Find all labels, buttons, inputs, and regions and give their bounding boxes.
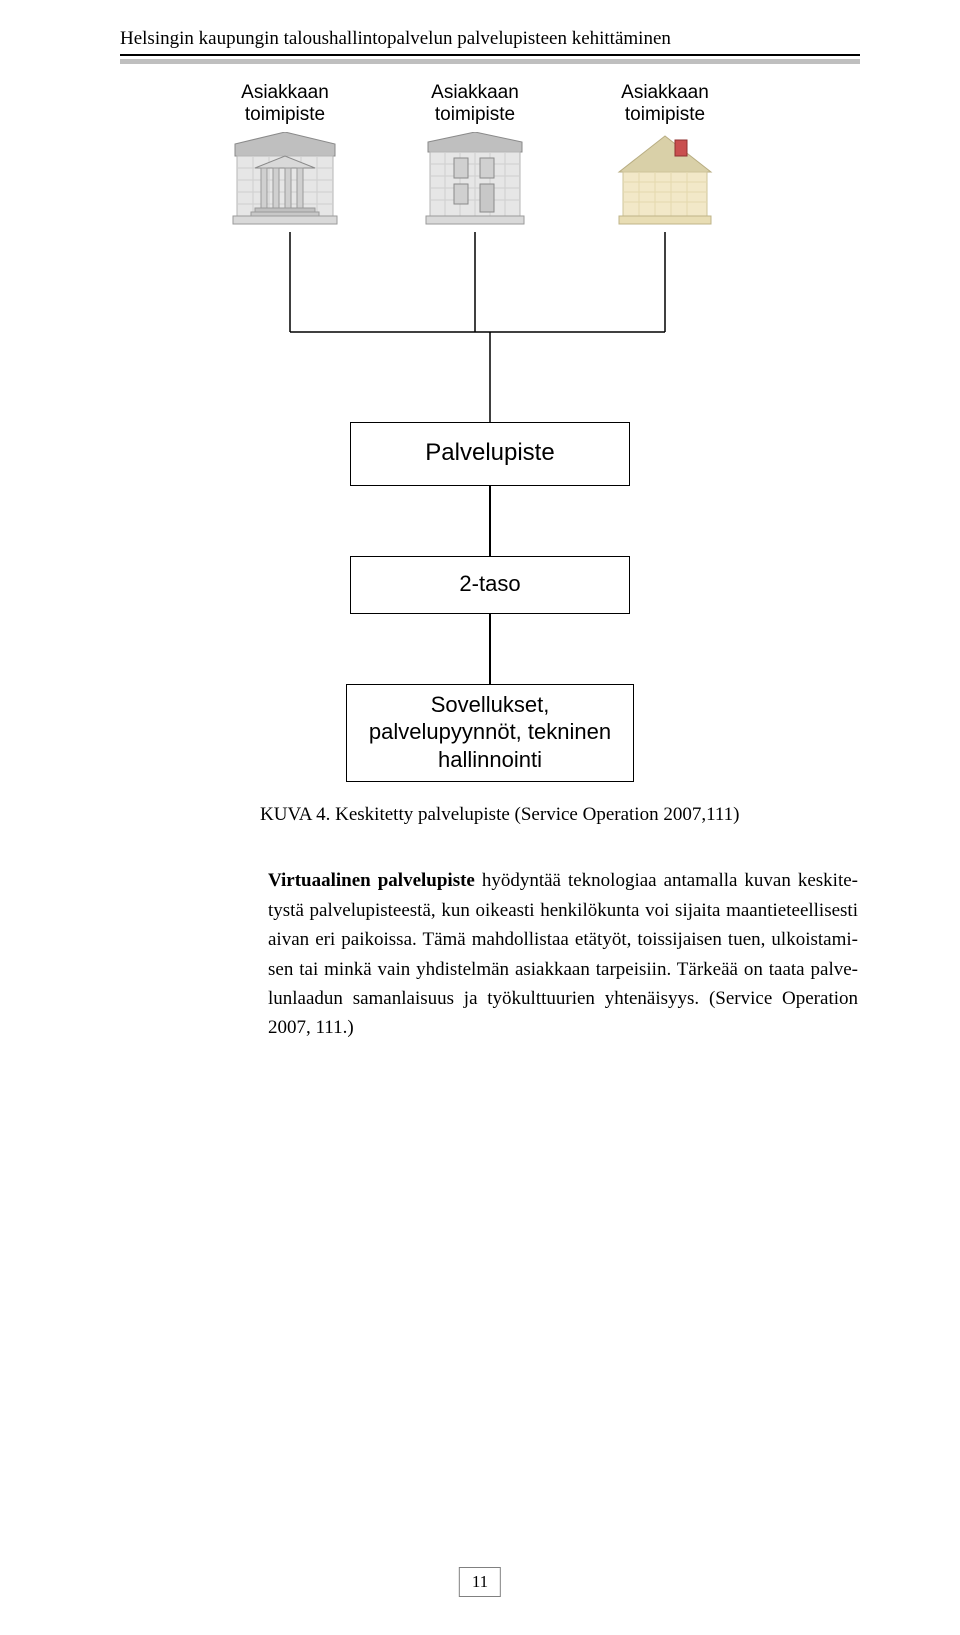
body-rest: hyödyntää teknologiaa antamalla kuvan ke… [268, 870, 858, 1038]
client-label-line1: Asiakkaan [621, 82, 709, 103]
client-label-line1: Asiakkaan [241, 82, 329, 103]
client-col-3: Asiakkaan toimipiste [590, 82, 740, 232]
page-number: 11 [459, 1567, 501, 1597]
connector-lines [210, 232, 830, 422]
client-label: Asiakkaan toimipiste [210, 82, 360, 126]
box-palvelupiste: Palvelupiste [350, 422, 630, 486]
client-label-line2: toimipiste [435, 104, 515, 125]
box-2-taso: 2-taso [350, 556, 630, 614]
client-col-1: Asiakkaan toimipiste [210, 82, 360, 232]
running-title: Helsingin kaupungin taloushallintopalvel… [120, 28, 860, 50]
client-row: Asiakkaan toimipiste [210, 82, 840, 232]
body-paragraph: Virtuaalinen palvelupiste hyödyntää tekn… [268, 866, 858, 1043]
body-term: Virtuaalinen palvelupiste [268, 870, 475, 891]
client-label-line2: toimipiste [625, 104, 705, 125]
connector-vertical [489, 614, 491, 684]
building-civic-icon [225, 132, 345, 232]
building-house-icon [605, 132, 725, 232]
box-sovellus-line2: palvelupyynnöt, tekninen [355, 718, 625, 746]
client-label: Asiakkaan toimipiste [400, 82, 550, 126]
box-sovellukset: Sovellukset, palvelupyynnöt, tekninen ha… [346, 684, 634, 783]
building-office-icon [420, 132, 530, 232]
box-sovellus-line3: hallinnointi [355, 746, 625, 774]
client-label: Asiakkaan toimipiste [590, 82, 740, 126]
client-label-line2: toimipiste [245, 104, 325, 125]
client-col-2: Asiakkaan toimipiste [400, 82, 550, 232]
diagram: Asiakkaan toimipiste [200, 82, 840, 826]
client-label-line1: Asiakkaan [431, 82, 519, 103]
connector-vertical [489, 486, 491, 556]
header-rule [120, 54, 860, 64]
box-sovellus-line1: Sovellukset, [355, 691, 625, 719]
figure-caption: KUVA 4. Keskitetty palvelupiste (Service… [260, 804, 840, 826]
